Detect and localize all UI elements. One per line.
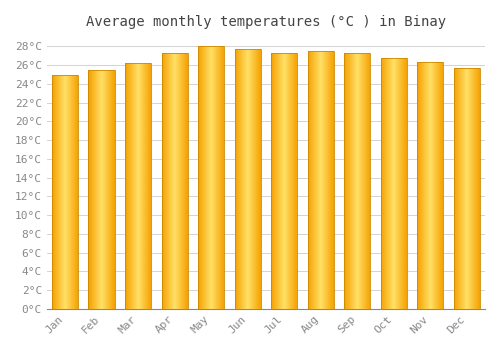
Bar (234, 49, 261, 309)
Bar (271, 53, 297, 309)
Bar (162, 53, 188, 309)
Bar (88, 70, 115, 309)
Bar (52, 75, 78, 309)
Bar (125, 63, 152, 309)
Bar (308, 51, 334, 309)
Bar (454, 68, 480, 309)
Title: Average monthly temperatures (°C ) in Binay: Average monthly temperatures (°C ) in Bi… (86, 15, 446, 29)
Bar (198, 47, 224, 309)
Bar (417, 62, 444, 309)
Bar (380, 58, 407, 309)
Bar (344, 53, 370, 309)
